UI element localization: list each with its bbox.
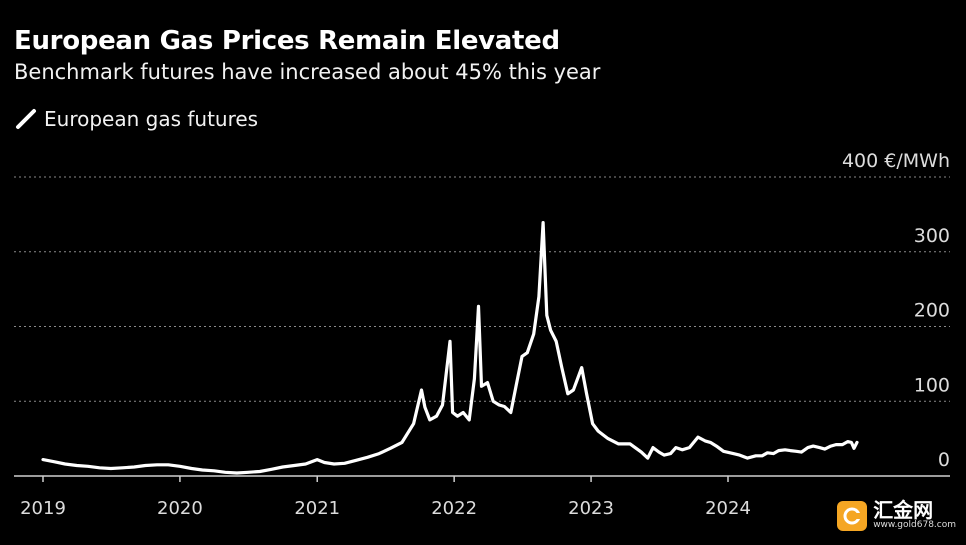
chart-subtitle: Benchmark futures have increased about 4… [14, 60, 601, 84]
x-tick-label-2023: 2023 [568, 498, 614, 519]
x-tick-label-2024: 2024 [705, 498, 751, 519]
x-tick-label-2020: 2020 [157, 498, 203, 519]
y-tick-label-300: 300 [914, 225, 950, 247]
x-tick-label-2022: 2022 [431, 498, 477, 519]
y-tick-label-200: 200 [914, 300, 950, 322]
watermark-url: www.gold678.com [873, 520, 956, 530]
x-tick-label-2019: 2019 [20, 498, 66, 519]
x-tick-label-2021: 2021 [294, 498, 340, 519]
legend-line-icon [16, 109, 36, 129]
watermark-badge-icon [837, 500, 868, 531]
series-line-gas-futures [41, 221, 859, 475]
y-tick-label-0: 0 [938, 449, 950, 471]
legend-label: European gas futures [44, 107, 259, 131]
watermark-logo: 汇金网 www.gold678.com [837, 500, 956, 531]
chart-title: European Gas Prices Remain Elevated [14, 26, 560, 56]
legend: European gas futures [14, 106, 258, 132]
y-tick-label-100: 100 [914, 374, 950, 396]
y-tick-label-400: 400 €/MWh [842, 150, 950, 172]
watermark-name: 汇金网 [873, 498, 934, 522]
